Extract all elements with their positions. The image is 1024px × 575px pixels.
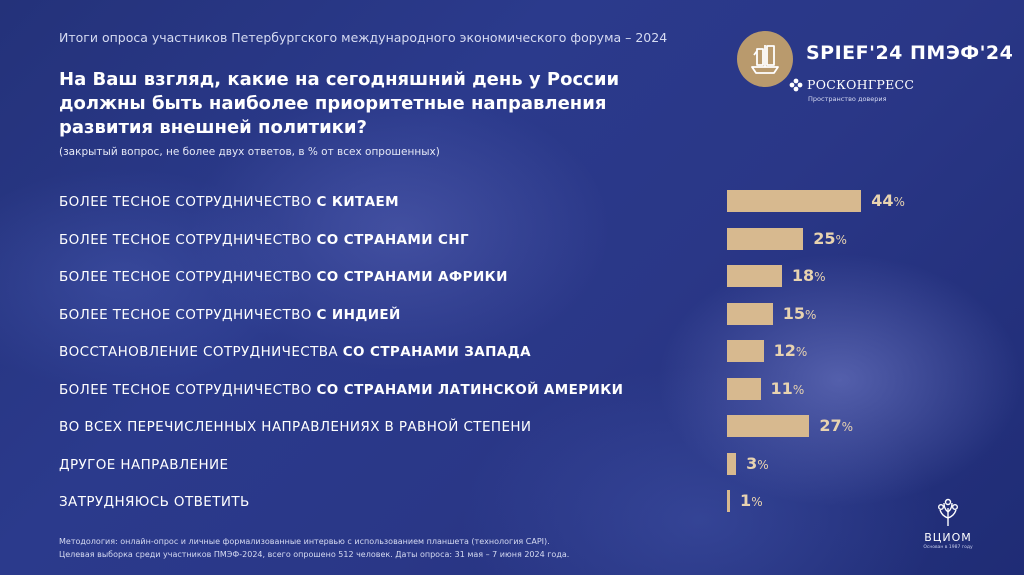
bar-value-label: 3% bbox=[746, 454, 769, 475]
bar bbox=[727, 340, 764, 362]
bar bbox=[727, 265, 782, 287]
bar-value-label: 11% bbox=[771, 379, 805, 400]
category-label-text: БОЛЕЕ ТЕСНОЕ СОТРУДНИЧЕСТВО bbox=[59, 231, 317, 248]
bar-value-number: 27 bbox=[819, 416, 842, 435]
category-label-text: ЗАТРУДНЯЮСЬ ОТВЕТИТЬ bbox=[59, 494, 250, 510]
vciom-tagline: Основан в 1987 году bbox=[923, 545, 973, 550]
category-label: ДРУГОЕ НАПРАВЛЕНИЕ bbox=[59, 457, 228, 473]
bar-value-number: 18 bbox=[791, 266, 815, 285]
category-label-text: ВО ВСЕХ ПЕРЕЧИСЛЕННЫХ НАПРАВЛЕНИЯХ В РАВ… bbox=[59, 419, 532, 435]
sample-line: Целевая выборка среди участников ПМЭФ-20… bbox=[59, 550, 570, 559]
category-label: ВОССТАНОВЛЕНИЕ СОТРУДНИЧЕСТВА СО СТРАНАМ… bbox=[59, 344, 531, 360]
bar-value-number: 25 bbox=[813, 228, 836, 248]
category-label: БОЛЕЕ ТЕСНОЕ СОТРУДНИЧЕСТВО С ИНДИЕЙ bbox=[59, 307, 401, 323]
category-label: ЗАТРУДНЯЮСЬ ОТВЕТИТЬ bbox=[59, 494, 250, 510]
bar-value-number: 11 bbox=[770, 378, 793, 398]
question-note: (закрытый вопрос, не более двух ответов,… bbox=[59, 146, 440, 158]
roscongress-tagline: Пространство доверия bbox=[808, 95, 887, 103]
bar bbox=[727, 302, 773, 325]
bar-value-unit: % bbox=[751, 495, 763, 509]
category-label-text: БОЛЕЕ ТЕСНОЕ СОТРУДНИЧЕСТВО bbox=[59, 194, 317, 210]
category-label: БОЛЕЕ ТЕСНОЕ СОТРУДНИЧЕСТВО СО СТРАНАМИ … bbox=[59, 232, 469, 248]
roscongress-name: РОСКОНГРЕСС bbox=[807, 77, 915, 92]
category-label-emphasis: С ИНДИЕЙ bbox=[316, 306, 401, 323]
tree-icon bbox=[937, 498, 959, 526]
vciom-logo: ВЦИОМ Основан в 1987 году bbox=[918, 497, 978, 550]
bar-value-unit: % bbox=[757, 457, 769, 472]
bar-value-label: 1% bbox=[740, 491, 763, 512]
bar-value-number: 1 bbox=[740, 491, 752, 510]
bar-value-label: 25% bbox=[813, 229, 847, 250]
bar bbox=[727, 190, 862, 212]
bar-value-unit: % bbox=[841, 420, 854, 434]
bar bbox=[727, 415, 810, 437]
bar-value-number: 15 bbox=[782, 303, 806, 323]
survey-line: Итоги опроса участников Петербургского м… bbox=[59, 30, 668, 45]
bar-value-unit: % bbox=[792, 382, 805, 397]
category-label-text: БОЛЕЕ ТЕСНОЕ СОТРУДНИЧЕСТВО bbox=[59, 306, 317, 323]
category-label-emphasis: СО СТРАНАМИ ЛАТИНСКОЙ АМЕРИКИ bbox=[316, 381, 624, 398]
category-label-text: БОЛЕЕ ТЕСНОЕ СОТРУДНИЧЕСТВО bbox=[59, 269, 317, 285]
category-label-emphasis: СО СТРАНАМИ ЗАПАДА bbox=[342, 344, 531, 360]
bar-value-number: 12 bbox=[773, 341, 796, 360]
bar-value-label: 27% bbox=[819, 416, 853, 437]
category-label-text: БОЛЕЕ ТЕСНОЕ СОТРУДНИЧЕСТВО bbox=[59, 381, 317, 398]
bar-value-unit: % bbox=[795, 345, 808, 359]
bar-value-number: 3 bbox=[746, 453, 758, 473]
bar bbox=[727, 490, 731, 512]
category-label-emphasis: СО СТРАНАМИ СНГ bbox=[316, 231, 470, 248]
bar bbox=[727, 377, 761, 400]
category-label: БОЛЕЕ ТЕСНОЕ СОТРУДНИЧЕСТВО СО СТРАНАМИ … bbox=[59, 382, 623, 398]
bar-value-number: 44 bbox=[871, 191, 894, 210]
bar-value-unit: % bbox=[814, 270, 826, 284]
category-label-text: ВОССТАНОВЛЕНИЕ СОТРУДНИЧЕСТВА bbox=[59, 344, 343, 360]
bar-value-unit: % bbox=[805, 307, 817, 322]
category-label: БОЛЕЕ ТЕСНОЕ СОТРУДНИЧЕСТВО С КИТАЕМ bbox=[59, 194, 399, 210]
bar-value-label: 12% bbox=[774, 341, 808, 362]
methodology-line: Методология: онлайн-опрос и личные форма… bbox=[59, 537, 550, 546]
question-title: На Ваш взгляд, какие на сегодняшний день… bbox=[59, 69, 620, 138]
category-label-emphasis: С КИТАЕМ bbox=[316, 194, 399, 210]
ship-icon bbox=[751, 45, 779, 74]
category-label-text: ДРУГОЕ НАПРАВЛЕНИЕ bbox=[59, 456, 229, 473]
bar bbox=[727, 452, 737, 475]
bar-value-label: 15% bbox=[783, 304, 817, 325]
forum-emblem bbox=[737, 31, 793, 87]
category-label: ВО ВСЕХ ПЕРЕЧИСЛЕННЫХ НАПРАВЛЕНИЯХ В РАВ… bbox=[59, 419, 531, 435]
forum-brand: SPIEF'24 ПМЭФ'24 bbox=[806, 42, 1014, 64]
bar-value-unit: % bbox=[835, 232, 847, 247]
bar bbox=[727, 227, 804, 250]
bar-value-label: 18% bbox=[792, 266, 826, 287]
vciom-name: ВЦИОМ bbox=[924, 531, 972, 544]
bar-value-label: 44% bbox=[871, 191, 905, 212]
category-label: БОЛЕЕ ТЕСНОЕ СОТРУДНИЧЕСТВО СО СТРАНАМИ … bbox=[59, 269, 508, 285]
roscongress-logo: РОСКОНГРЕСС bbox=[789, 77, 914, 92]
bar-value-unit: % bbox=[893, 195, 905, 209]
roscongress-mark-icon bbox=[789, 78, 803, 91]
category-label-emphasis: СО СТРАНАМИ АФРИКИ bbox=[316, 269, 508, 285]
methodology-note: Методология: онлайн-опрос и личные форма… bbox=[59, 535, 569, 561]
